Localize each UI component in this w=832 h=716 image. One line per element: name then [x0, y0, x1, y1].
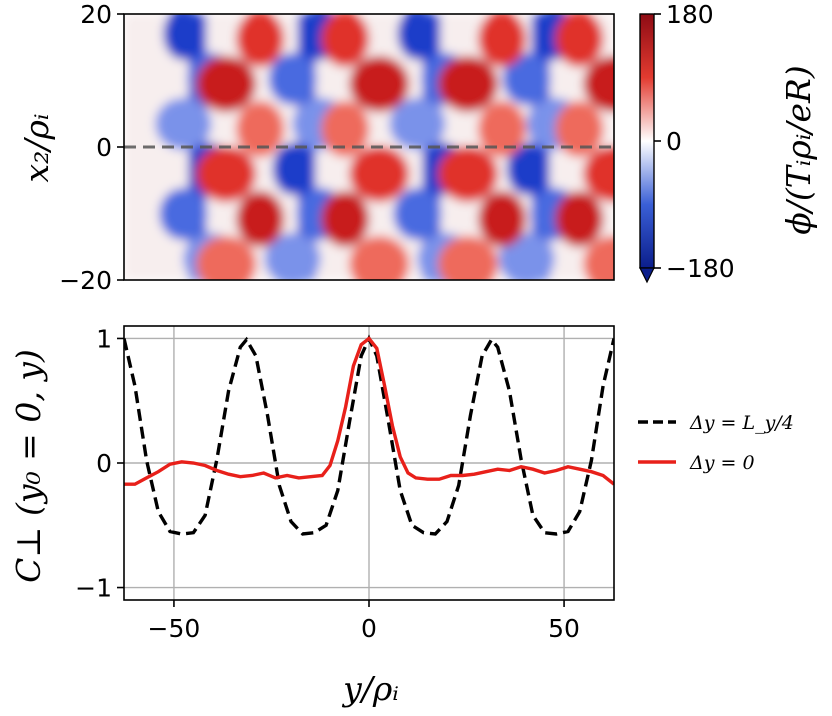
- line-y-label: C⊥ (y₀ = 0, y): [9, 349, 48, 583]
- heatmap-red-blob: [196, 56, 257, 112]
- heatmap-red-blob: [555, 14, 604, 67]
- legend: Δy = L_y/4 Δy = 0: [638, 412, 794, 474]
- colorbar-label: ϕ/(Tᵢρᵢ/eR): [779, 65, 818, 235]
- colorbar-tick-label: 180: [666, 0, 714, 29]
- heatmap-blue-blob: [159, 188, 208, 240]
- line-y-tick-label: 0: [96, 449, 112, 478]
- legend-label-solid: Δy = 0: [689, 452, 755, 474]
- line-y-tick-label: −1: [75, 574, 112, 603]
- heatmap-red-blob: [583, 56, 614, 112]
- heatmap-blue-blob: [268, 53, 317, 105]
- heatmap-panel: 20 0 −20 x₂/ρᵢ: [17, 0, 615, 295]
- heatmap-red-blob: [349, 56, 410, 112]
- heatmap-y-ticks: 20 0 −20: [59, 0, 124, 295]
- heatmap-red-blob: [478, 14, 527, 67]
- heatmap-blue-blob: [393, 188, 442, 240]
- heatmap-y-tick-label: −20: [59, 266, 112, 295]
- heatmap-red-blob: [321, 14, 370, 67]
- heatmap-y-tick-label: 20: [80, 0, 112, 29]
- line-x-label: y/ρᵢ: [341, 669, 399, 708]
- heatmap-red-blob: [438, 56, 499, 112]
- colorbar-ticks: 180 0 −180: [654, 0, 735, 283]
- heatmap-red-blob: [555, 191, 604, 247]
- heatmap-blue-blob: [272, 143, 313, 195]
- heatmap-red-blob: [583, 146, 614, 202]
- colorbar-tick-label: 0: [666, 127, 682, 156]
- colorbar-extend-arrow: [639, 267, 655, 284]
- legend-label-dashed: Δy = L_y/4: [689, 412, 794, 434]
- line-x-tick-label: 50: [548, 614, 580, 643]
- line-x-ticks: −50 0 50: [148, 600, 580, 643]
- heatmap-red-blob: [321, 101, 370, 157]
- heatmap-blue-blob: [264, 233, 321, 280]
- heatmap-red-blob: [196, 146, 257, 202]
- heatmap-red-blob: [478, 101, 527, 157]
- heatmap-red-blob: [349, 146, 410, 202]
- heatmap-red-blob: [236, 191, 285, 247]
- heatmap-red-blob: [555, 101, 604, 157]
- heatmap-red-blob: [236, 14, 285, 67]
- heatmap-blue-blob: [163, 14, 204, 60]
- heatmap-blue-blob: [498, 233, 555, 280]
- heatmap-blue-blob: [389, 98, 446, 150]
- heatmap-y-tick-label: 0: [96, 133, 112, 162]
- line-y-ticks: 1 0 −1: [75, 324, 124, 603]
- heatmap-red-blob: [583, 236, 614, 280]
- line-x-tick-label: 0: [361, 614, 377, 643]
- line-x-tick-label: −50: [148, 614, 201, 643]
- colorbar-tick-label: −180: [666, 254, 735, 283]
- line-y-tick-label: 1: [96, 324, 112, 353]
- correlation-panel: 1 0 −1 −50 0 50 C⊥ (y₀ = 0, y) y/ρᵢ Δy = L_y…: [9, 324, 794, 708]
- heatmap-blue-blob: [502, 53, 551, 105]
- heatmap-field: [124, 14, 614, 280]
- heatmap-red-blob: [349, 236, 410, 280]
- heatmap-red-blob: [438, 236, 499, 280]
- heatmap-y-label: x₂/ρᵢ: [17, 114, 56, 183]
- heatmap-red-blob: [196, 236, 257, 280]
- heatmap-blue-blob: [506, 143, 547, 195]
- heatmap-blue-blob: [155, 98, 212, 150]
- colorbar-gradient: [639, 13, 655, 269]
- heatmap-red-blob: [236, 101, 285, 157]
- colorbar: 180 0 −180 ϕ/(Tᵢρᵢ/eR): [639, 0, 818, 284]
- heatmap-blue-blob: [397, 14, 438, 60]
- heatmap-red-blob: [438, 146, 499, 202]
- heatmap-red-blob: [478, 191, 527, 247]
- series-solid-line: [124, 336, 614, 486]
- heatmap-red-blob: [321, 191, 370, 247]
